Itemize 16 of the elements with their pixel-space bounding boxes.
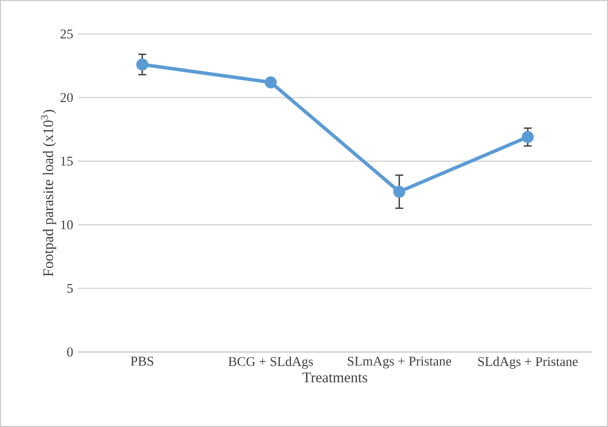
y-tick-label: 25 <box>60 30 73 38</box>
x-axis-title: Treatments <box>302 372 368 382</box>
y-tick-label: 10 <box>61 220 73 230</box>
x-tick-label: PBS <box>130 356 154 366</box>
point <box>522 131 534 144</box>
point <box>136 58 148 71</box>
x-tick-label: BCG + SLdAgs <box>228 356 313 369</box>
point <box>264 76 277 88</box>
point <box>393 186 406 198</box>
x-tick-label: SLdAgs + Pristane <box>478 356 578 369</box>
x-tick-label: SLmAgs + Pristane <box>348 356 452 368</box>
y-tick-label: 5 <box>67 284 73 293</box>
y-tick-label: 20 <box>60 93 73 102</box>
y-tick-label: 15 <box>61 156 73 166</box>
y-tick-label: 0 <box>67 347 73 356</box>
y-axis-title: Footpad parasite load (x10$^{3}$) <box>40 110 56 276</box>
